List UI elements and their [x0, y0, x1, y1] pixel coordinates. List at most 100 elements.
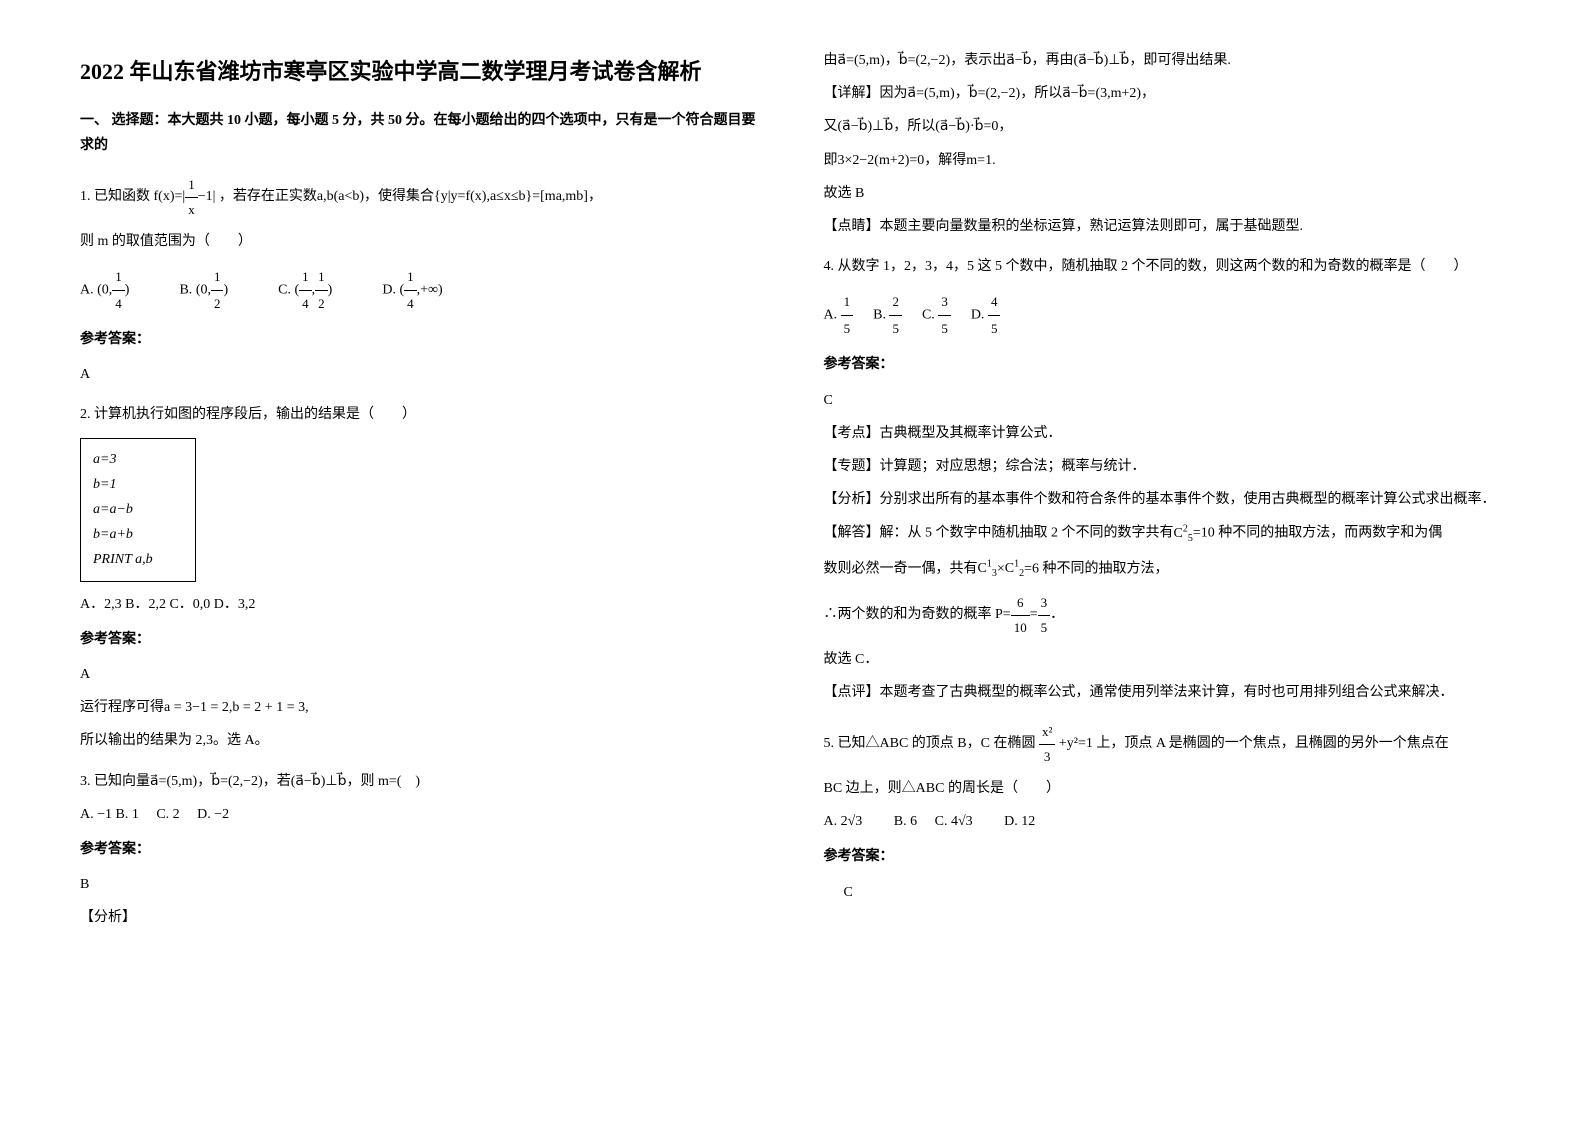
opt-close: ,+∞): [417, 283, 443, 298]
exp-text: 【解答】解：从 5 个数字中随机抽取 2 个不同的数字共有: [824, 526, 1174, 541]
q5-stem-c: BC 边上，则△ABC 的周长是（ ）: [824, 776, 1508, 801]
q5-options: A. 2√3 B. 6 C. 4√3 D. 12: [824, 809, 1508, 834]
q4-optD: D. 45: [971, 289, 1001, 342]
eq-sign: =: [1030, 607, 1038, 622]
exp-text: ∴两个数的和为奇数的概率 P=: [824, 607, 1011, 622]
prog-line: a=3: [93, 447, 183, 472]
frac-num: 1: [315, 264, 328, 291]
right-l3: 又(a⃗−b⃗)⊥b⃗，所以(a⃗−b⃗)·b⃗=0，: [824, 114, 1508, 139]
frac-den: 10: [1011, 616, 1030, 639]
opt-open: (0,: [97, 283, 112, 298]
opt-close: ): [328, 283, 333, 298]
q5-optD: D. 12: [1004, 814, 1035, 829]
q5-stem-a: 5. 已知△ABC 的顶点 B，C 在椭圆: [824, 736, 1036, 751]
right-l2: 【详解】因为a⃗=(5,m)，b⃗=(2,−2)，所以a⃗−b⃗=(3,m+2)…: [824, 81, 1508, 106]
frac-num: 1: [211, 264, 224, 291]
q5-answer-label: 参考答案：: [824, 844, 1508, 869]
frac-den: 5: [889, 316, 902, 342]
mult-sign: ×: [997, 561, 1005, 576]
frac-den: 4: [404, 291, 417, 317]
frac-den: 4: [112, 291, 125, 317]
frac: 35: [938, 289, 951, 342]
q1-frac: 1x: [185, 173, 198, 221]
opt-prefix: C.: [922, 308, 935, 323]
q1-formula-start: f(x)=|: [154, 189, 186, 204]
frac: 25: [889, 289, 902, 342]
frac: 35: [1038, 591, 1051, 639]
q1-answer-label: 参考答案：: [80, 327, 764, 352]
question-5: 5. 已知△ABC 的顶点 B，C 在椭圆 x²3 +y²=1 上，顶点 A 是…: [824, 720, 1508, 905]
frac-num: 3: [938, 289, 951, 316]
q4-answer: C: [824, 388, 1508, 413]
q1-stem-c: 则 m 的取值范围为（ ）: [80, 229, 764, 254]
q2-answer-label: 参考答案：: [80, 627, 764, 652]
q1-stem: 1. 已知函数 f(x)=|1x−1| ，若存在正实数a,b(a<b)，使得集合…: [80, 173, 764, 221]
exp-text: 数则必然一奇一偶，共有: [824, 561, 978, 576]
prog-line: b=a+b: [93, 522, 183, 547]
q2-stem: 2. 计算机执行如图的程序段后，输出的结果是（ ）: [80, 402, 764, 427]
frac-num: 1: [112, 264, 125, 291]
frac-num: 3: [1038, 591, 1051, 615]
prog-line: b=1: [93, 472, 183, 497]
opt-prefix: D.: [971, 308, 985, 323]
frac-num: 4: [988, 289, 1001, 316]
q4-exp8: 【点评】本题考查了古典概型的概率公式，通常使用列举法来计算，有时也可用排列组合公…: [824, 680, 1508, 705]
q5-optB: B. 6: [894, 814, 917, 829]
q4-exp3: 【分析】分别求出所有的基本事件个数和符合条件的基本事件个数，使用古典概型的概率计…: [824, 487, 1508, 512]
prog-line: a=a−b: [93, 497, 183, 522]
frac-num: 2: [889, 289, 902, 316]
frac-den: 5: [1038, 616, 1051, 639]
q4-optA: A. 15: [824, 289, 854, 342]
frac: 14: [112, 264, 125, 317]
frac-den: 2: [315, 291, 328, 317]
frac: 14: [404, 264, 417, 317]
frac-num: 1: [404, 264, 417, 291]
right-l5: 故选 B: [824, 181, 1508, 206]
opt-prefix: A.: [80, 283, 94, 298]
q5-stem: 5. 已知△ABC 的顶点 B，C 在椭圆 x²3 +y²=1 上，顶点 A 是…: [824, 720, 1508, 768]
q3-exp-label: 【分析】: [80, 905, 764, 930]
q4-exp4: 【解答】解：从 5 个数字中随机抽取 2 个不同的数字共有C25=10 种不同的…: [824, 520, 1508, 547]
frac-den: 3: [1039, 745, 1055, 768]
right-column: 由a⃗=(5,m)，b⃗=(2,−2)，表示出a⃗−b⃗，再由(a⃗−b⃗)⊥b…: [824, 40, 1508, 945]
q3-answer: B: [80, 872, 764, 897]
combination: C12: [1005, 561, 1024, 576]
q4-exp5: 数则必然一奇一偶，共有C13×C12=6 种不同的抽取方法，: [824, 556, 1508, 583]
program-box: a=3 b=1 a=a−b b=a+b PRINT a,b: [80, 438, 196, 582]
q1-options: A. (0,14) B. (0,12) C. (14,12) D. (14,+∞…: [80, 264, 764, 317]
frac-den: 5: [988, 316, 1001, 342]
frac-den: 5: [938, 316, 951, 342]
exp-text: =10 种不同的抽取方法，而两数字和为偶: [1193, 526, 1442, 541]
opt-open: (0,: [196, 283, 211, 298]
question-4: 4. 从数字 1，2，3，4，5 这 5 个数中，随机抽取 2 个不同的数，则这…: [824, 254, 1508, 705]
right-l1: 由a⃗=(5,m)，b⃗=(2,−2)，表示出a⃗−b⃗，再由(a⃗−b⃗)⊥b…: [824, 48, 1508, 73]
q1-stem-a: 1. 已知函数: [80, 189, 150, 204]
opt-prefix: C.: [278, 283, 291, 298]
frac-den: 4: [299, 291, 312, 317]
q2-answer: A: [80, 662, 764, 687]
q4-exp1: 【考点】古典概型及其概率计算公式．: [824, 421, 1508, 446]
q4-exp7: 故选 C．: [824, 647, 1508, 672]
left-column: 2022 年山东省潍坊市寒亭区实验中学高二数学理月考试卷含解析 一、 选择题：本…: [80, 40, 764, 945]
question-1: 1. 已知函数 f(x)=|1x−1| ，若存在正实数a,b(a<b)，使得集合…: [80, 173, 764, 387]
q2-options: A．2,3 B．2,2 C．0,0 D．3,2: [80, 592, 764, 617]
document-title: 2022 年山东省潍坊市寒亭区实验中学高二数学理月考试卷含解析: [80, 55, 764, 88]
q2-exp1: 运行程序可得a = 3−1 = 2,b = 2 + 1 = 3,: [80, 695, 764, 720]
exp-text: ．: [1050, 607, 1064, 622]
combination: C25: [1174, 526, 1193, 541]
frac-num: x²: [1039, 720, 1055, 744]
comb-C: C: [1005, 561, 1014, 576]
q4-options: A. 15 B. 25 C. 35 D. 45: [824, 289, 1508, 342]
frac-num: 1: [841, 289, 854, 316]
q4-stem: 4. 从数字 1，2，3，4，5 这 5 个数中，随机抽取 2 个不同的数，则这…: [824, 254, 1508, 279]
q4-exp6: ∴两个数的和为奇数的概率 P=610=35．: [824, 591, 1508, 639]
frac: 12: [315, 264, 328, 317]
frac-den: 5: [841, 316, 854, 342]
q4-optC: C. 35: [922, 289, 951, 342]
frac: 610: [1011, 591, 1030, 639]
q5-stem-b: +y²=1 上，顶点 A 是椭圆的一个焦点，且椭圆的另外一个焦点在: [1059, 736, 1449, 751]
q1-optD: D. (14,+∞): [382, 264, 442, 317]
exp-text: =6 种不同的抽取方法，: [1024, 561, 1168, 576]
opt-close: ): [223, 283, 228, 298]
frac: 14: [299, 264, 312, 317]
